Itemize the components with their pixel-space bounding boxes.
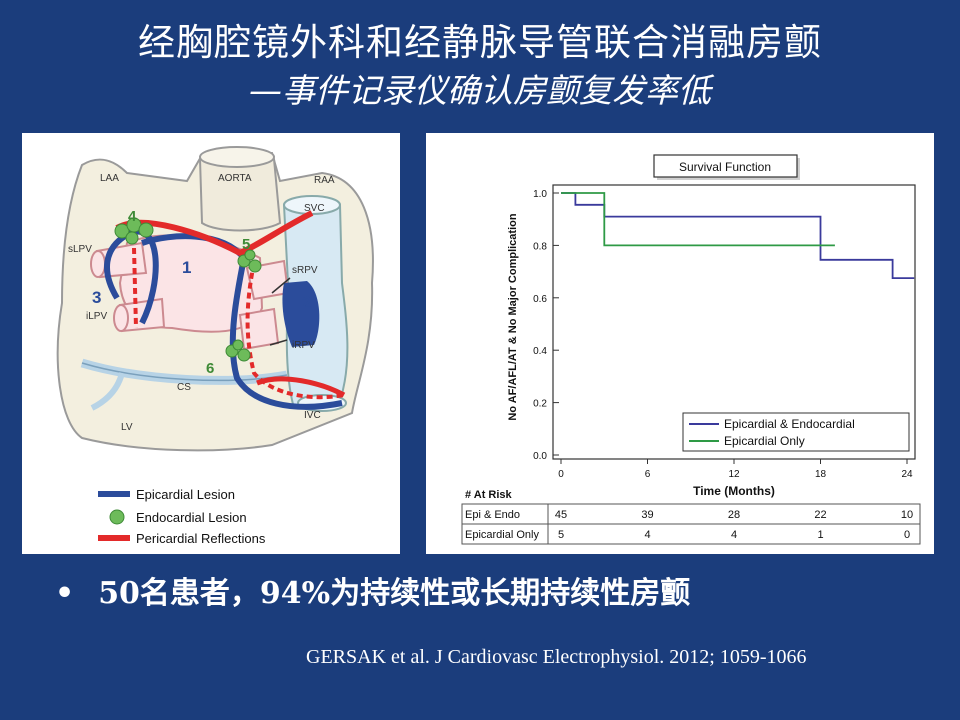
label-svc: SVC [304, 203, 325, 214]
legend-series-1: Epicardial & Endocardial [724, 417, 855, 431]
ablation-diagram-panel: LAA AORTA RAA SVC sLPV iLPV sRPV iRPV CS… [22, 133, 400, 554]
y-axis-label: No AF/AFL/AT & No Major Complication [507, 213, 519, 420]
series-lines [561, 192, 915, 280]
bullet-dot: • [55, 576, 75, 611]
region-number-4: 4 [128, 208, 137, 225]
x-tick-label: 0 [558, 469, 564, 480]
x-axis-label: Time (Months) [693, 484, 775, 498]
label-cs: CS [177, 382, 191, 393]
risk-value: 22 [814, 509, 826, 521]
risk-value: 4 [644, 529, 650, 541]
label-ivc: IVC [304, 410, 321, 421]
slide-title: 经胸腔镜外科和经静脉导管联合消融房颤 [138, 21, 822, 64]
label-srpv: sRPV [292, 265, 318, 276]
risk-value: 10 [901, 509, 913, 521]
y-tick-label: 1.0 [533, 189, 547, 200]
slide-subtitle: —事件记录仪确认房颤复发率低 [249, 71, 711, 110]
risk-value: 1 [817, 529, 823, 541]
risk-value: 4 [731, 529, 737, 541]
y-tick-label: 0.0 [533, 451, 547, 462]
series-line-1 [561, 192, 915, 280]
y-tick-label: 0.4 [533, 346, 547, 357]
risk-value: 28 [728, 509, 740, 521]
heart-diagram: LAA AORTA RAA SVC sLPV iLPV sRPV iRPV CS… [56, 146, 374, 546]
legend-endocardial-swatch [109, 509, 125, 525]
label-slpv: sLPV [68, 244, 92, 255]
risk-value: 45 [555, 509, 567, 521]
region-number-6: 6 [206, 360, 214, 377]
bullet-text: 50名患者，94%为持续性或长期持续性房颤 [98, 576, 691, 611]
legend-endocardial-label: Endocardial Lesion [136, 510, 247, 525]
label-lv: LV [121, 422, 133, 433]
pericardial-reflection-dashed [245, 262, 345, 400]
x-tick-label: 6 [645, 469, 651, 480]
label-irpv: iRPV [292, 340, 315, 351]
label-laa: LAA [100, 173, 119, 184]
y-tick-label: 0.6 [533, 294, 547, 305]
x-axis-ticks: 0 6 12 18 24 [558, 459, 913, 480]
right-atrium-lesion-area [282, 281, 320, 347]
legend-series-2: Epicardial Only [724, 434, 805, 448]
region-number-1: 1 [182, 258, 191, 277]
region-number-3: 3 [92, 288, 101, 307]
y-tick-label: 0.8 [533, 241, 547, 252]
y-axis-ticks: 0.0 0.2 0.4 0.6 0.8 1.0 [533, 189, 559, 462]
region-number-2: 2 [302, 293, 311, 312]
citation: GERSAK et al. J Cardiovasc Electrophysio… [306, 646, 807, 668]
endocardial-lesion-dots [114, 217, 262, 362]
chart-legend [682, 412, 910, 452]
risk-table-values: 45 39 28 22 105 4 4 1 0 [555, 509, 913, 541]
label-raa: RAA [314, 175, 335, 186]
series-line-2 [561, 192, 835, 247]
bullet-point: • 50名患者，94%为持续性或长期持续性房颤 [55, 568, 690, 612]
label-ilpv: iLPV [86, 311, 107, 322]
risk-row-1-label: Epi & Endo [465, 509, 520, 521]
label-aorta: AORTA [218, 173, 252, 184]
risk-value: 39 [641, 509, 653, 521]
survival-chart-panel: Survival Function 0.0 0.2 0.4 0.6 0.8 1.0 0 6 1… [426, 133, 934, 554]
legend-epicardial-label: Epicardial Lesion [136, 487, 235, 502]
region-number-5: 5 [242, 236, 250, 253]
survival-chart: Survival Function 0.0 0.2 0.4 0.6 0.8 1.0 0 6 1… [461, 154, 921, 545]
x-tick-label: 18 [815, 469, 827, 480]
chart-title: Survival Function [679, 160, 771, 174]
x-tick-label: 24 [901, 469, 913, 480]
chart-title-box [653, 154, 798, 178]
y-tick-label: 0.2 [533, 399, 547, 410]
risk-value: 5 [558, 529, 564, 541]
risk-table-header: # At Risk [465, 489, 513, 501]
risk-row-2-label: Epicardial Only [465, 529, 539, 541]
x-tick-label: 12 [728, 469, 740, 480]
risk-value: 0 [904, 529, 910, 541]
legend-pericardial-label: Pericardial Reflections [136, 531, 266, 546]
